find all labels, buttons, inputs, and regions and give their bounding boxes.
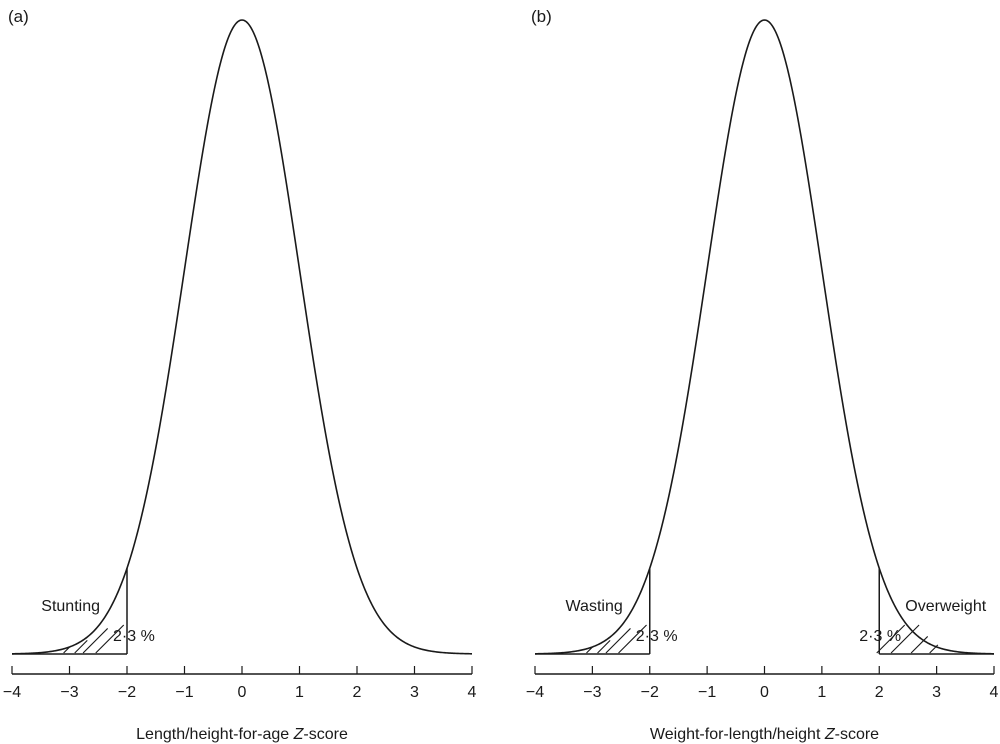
x-tick-label: 2: [875, 684, 884, 701]
x-tick-label: 0: [238, 684, 247, 701]
x-tick-label: −2: [118, 684, 136, 701]
x-axis-label-z: Z: [824, 726, 836, 743]
x-axis-label-prefix: Length/height-for-age: [136, 726, 293, 743]
hatch-line: [74, 640, 88, 654]
x-tick-label: 4: [468, 684, 477, 701]
x-axis-label-prefix: Weight-for-length/height: [650, 726, 825, 743]
region-label: Stunting: [41, 598, 100, 615]
x-tick-label: −4: [526, 684, 544, 701]
x-tick-label: −1: [698, 684, 716, 701]
x-axis-label-z: Z: [293, 726, 305, 743]
x-tick-label: 4: [990, 684, 999, 701]
x-tick-label: −1: [175, 684, 193, 701]
x-tick-label: 3: [410, 684, 419, 701]
x-axis-label-suffix: -score: [835, 726, 880, 743]
region-percent: 2·3 %: [636, 628, 678, 645]
panel-a: (a) Stunting 2·3 % −4 −3 −2 −1 0 1 2 3 4 Length/heig…: [3, 7, 477, 743]
x-axis: −4 −3 −2 −1 0 1 2 3 4: [3, 666, 477, 701]
hatch-line: [605, 628, 631, 654]
x-tick-label: −2: [641, 684, 659, 701]
hatch-line: [910, 636, 929, 654]
density-curve: [11, 19, 473, 655]
x-axis-label: Length/height-for-age Z-score: [136, 726, 348, 743]
x-tick-label: 1: [817, 684, 826, 701]
hatch-line: [890, 624, 920, 654]
x-axis: −4 −3 −2 −1 0 1 2 3 4: [526, 666, 999, 701]
x-tick-label: 1: [295, 684, 304, 701]
hatch-line: [82, 628, 109, 654]
region-percent: 2·3 %: [859, 628, 901, 645]
density-curve: [534, 19, 995, 655]
panel-label: (b): [531, 7, 552, 26]
region-label: Wasting: [566, 598, 623, 615]
hatch-line: [618, 624, 647, 654]
x-tick-label: −3: [60, 684, 78, 701]
x-axis-label: Weight-for-length/height Z-score: [650, 726, 879, 743]
x-tick-label: 3: [932, 684, 941, 701]
shaded-region-wasting: Wasting 2·3 %: [566, 568, 678, 654]
x-tick-label: 0: [760, 684, 769, 701]
x-tick-label: −3: [583, 684, 601, 701]
region-label: Overweight: [905, 598, 986, 615]
x-tick-label: −4: [3, 684, 21, 701]
hatch-line: [876, 624, 906, 654]
shaded-region-stunting: Stunting 2·3 %: [41, 568, 155, 654]
hatch-line: [95, 624, 125, 654]
panel-label: (a): [8, 7, 29, 26]
x-tick-label: 2: [353, 684, 362, 701]
hatch-line: [597, 640, 611, 654]
region-percent: 2·3 %: [113, 628, 155, 645]
x-axis-label-suffix: -score: [303, 726, 348, 743]
